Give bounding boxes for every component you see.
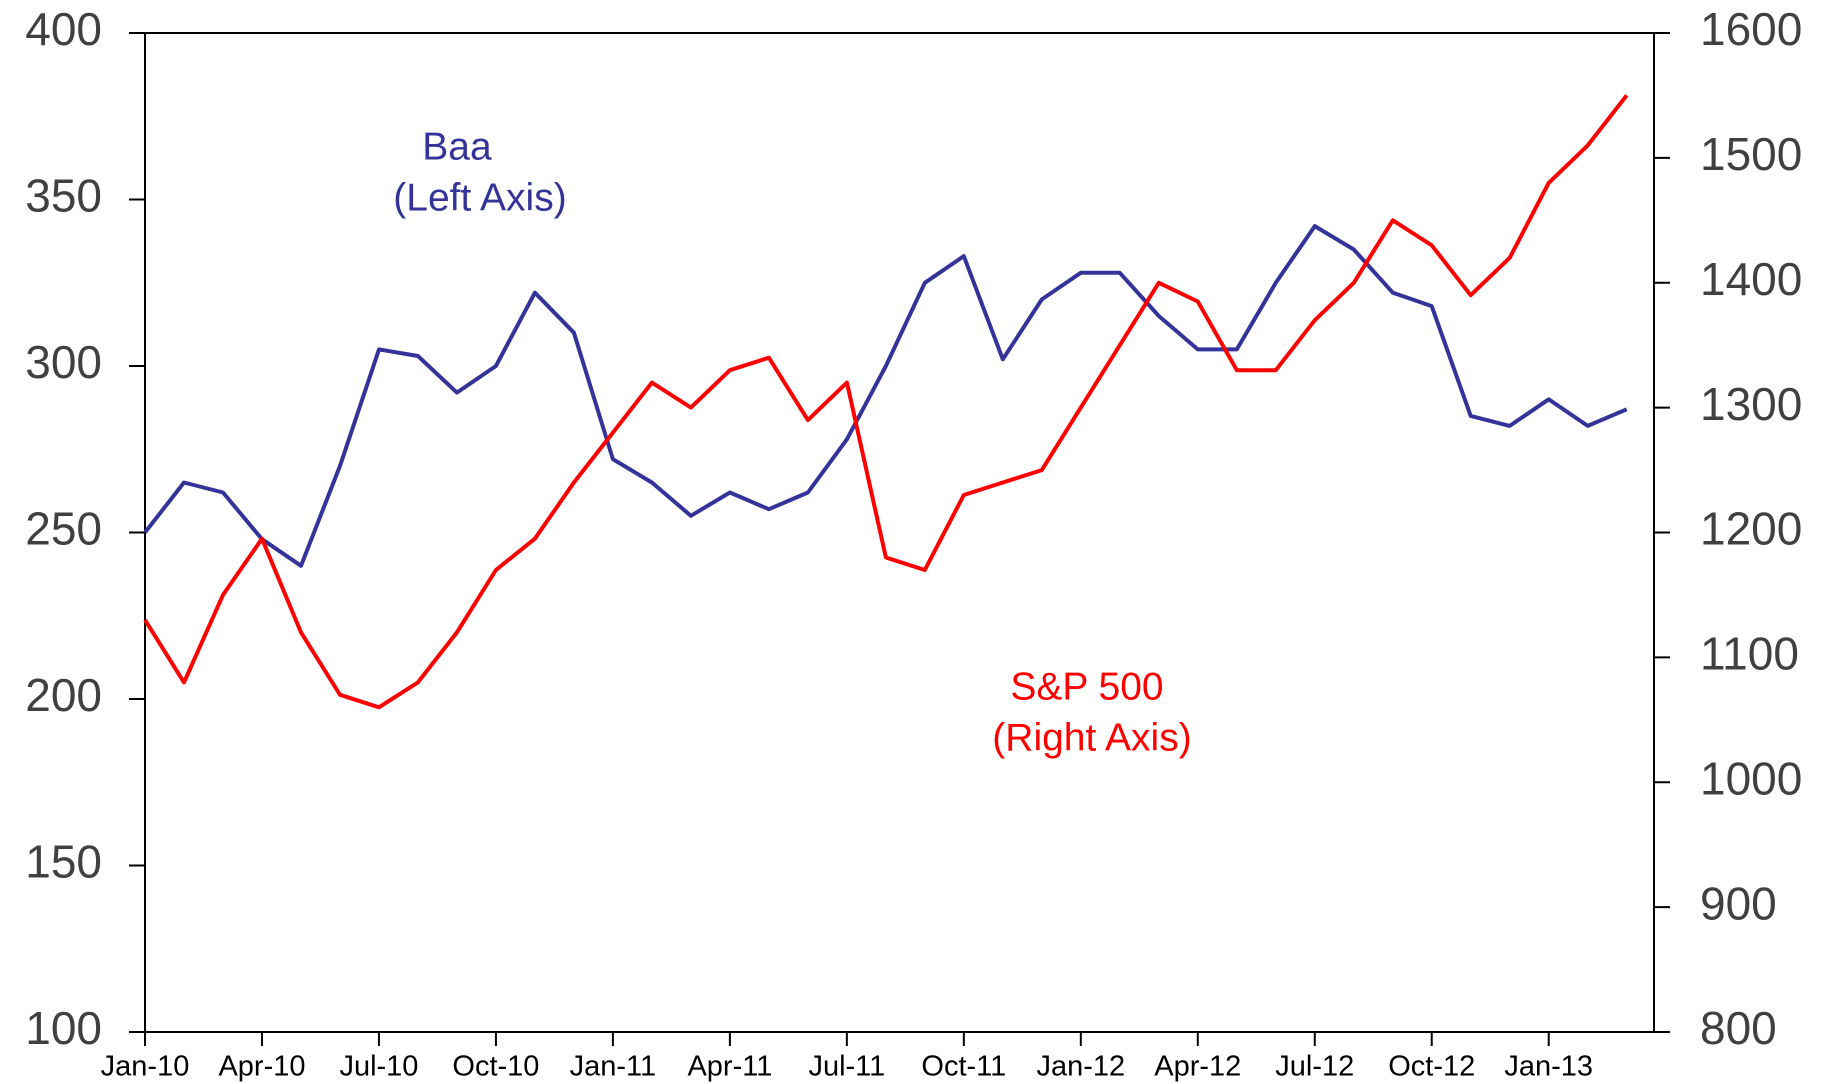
y-tick-label: 250 <box>25 503 102 555</box>
series-label: S&P 500 <box>1010 665 1163 708</box>
y2-tick-label: 1200 <box>1700 503 1802 555</box>
x-tick-label: Oct-10 <box>452 1051 539 1083</box>
x-tick-label: Jul-12 <box>1275 1051 1354 1083</box>
plot-frame <box>144 32 1655 1033</box>
y2-tick-label: 1100 <box>1700 628 1799 680</box>
y-tick-label: 350 <box>25 170 102 222</box>
x-tick-label: Jan-12 <box>1036 1051 1125 1083</box>
y-tick-label: 150 <box>25 836 102 888</box>
y2-tick-label: 1600 <box>1700 3 1802 55</box>
annotation: (Right Axis) <box>992 716 1191 759</box>
y2-tick-label: 1400 <box>1700 253 1802 305</box>
y2-tick-label: 1500 <box>1700 128 1802 180</box>
series-line <box>143 94 1629 710</box>
x-tick-label: Jan-11 <box>570 1051 657 1083</box>
y-tick-label: 300 <box>25 336 102 388</box>
y-tick-label: 100 <box>25 1002 102 1054</box>
series-line <box>143 224 1628 568</box>
y-tick-label: 200 <box>25 669 102 721</box>
annotation: (Left Axis) <box>393 176 566 219</box>
x-tick-label: Oct-12 <box>1388 1051 1475 1083</box>
y-tick-label: 400 <box>25 3 102 55</box>
x-tick-label: Apr-10 <box>218 1051 305 1083</box>
y2-tick-label: 1300 <box>1700 378 1802 430</box>
y2-tick-label: 800 <box>1700 1002 1777 1054</box>
series-label: Baa <box>422 125 492 168</box>
x-tick-label: Apr-11 <box>687 1051 772 1083</box>
y2-tick-label: 1000 <box>1700 752 1802 804</box>
x-tick-label: Oct-11 <box>921 1051 1006 1083</box>
y2-tick-label: 900 <box>1700 877 1777 929</box>
x-tick-label: Jul-10 <box>339 1051 418 1083</box>
x-tick-label: Jan-13 <box>1504 1051 1593 1083</box>
x-tick-label: Jan-10 <box>101 1051 190 1083</box>
x-tick-label: Jul-11 <box>808 1051 885 1083</box>
x-tick-label: Apr-12 <box>1154 1051 1241 1083</box>
